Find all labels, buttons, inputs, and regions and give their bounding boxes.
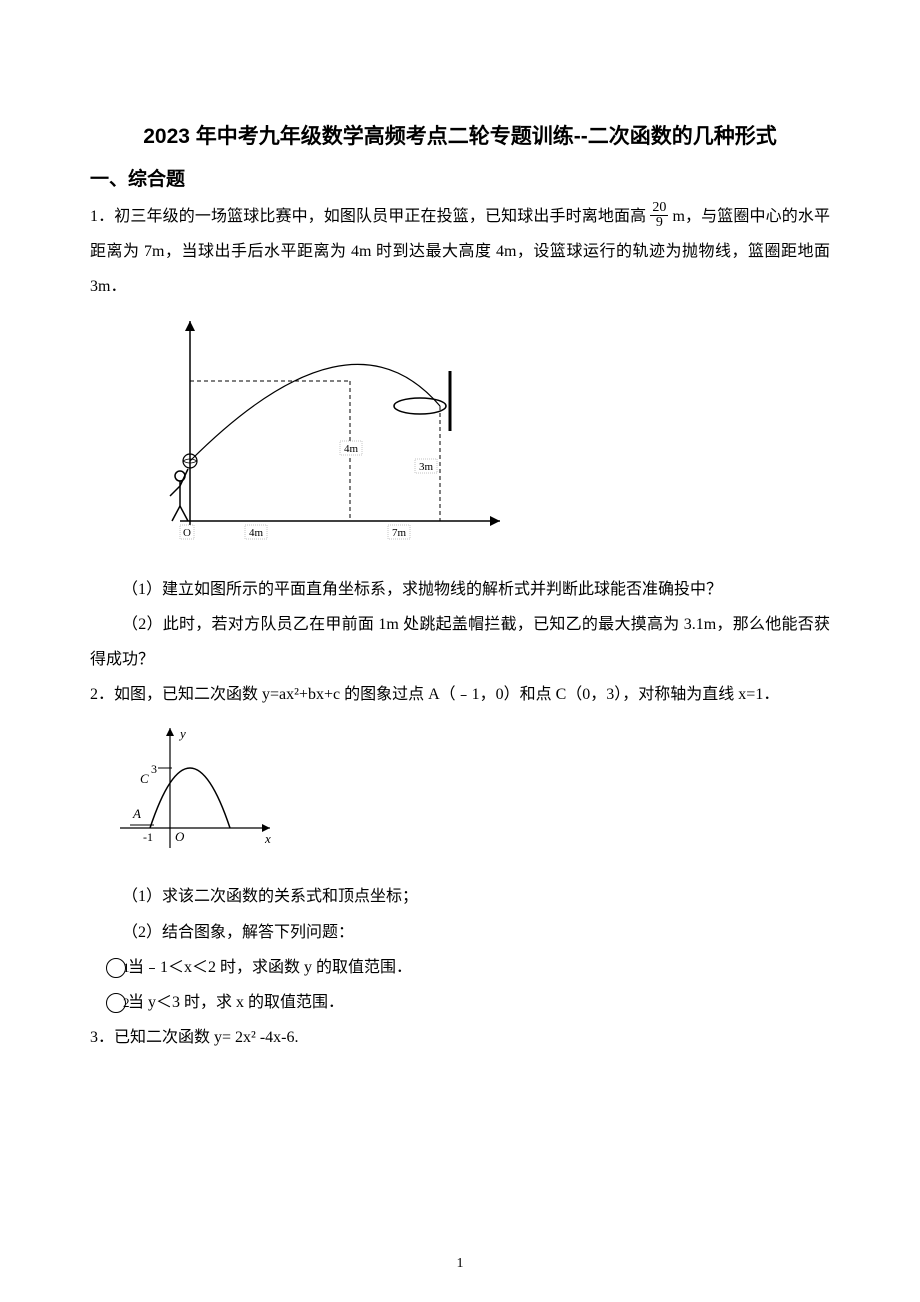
fraction-20-9: 209 — [650, 201, 668, 230]
q1-stem: 1．初三年级的一场篮球比赛中，如图队员甲正在投篮，已知球出手时离地面高 209 … — [90, 199, 830, 305]
label-3: 3 — [151, 762, 157, 776]
q2-item2-text: 当 y＜3 时，求 x 的取值范围． — [128, 994, 344, 1011]
basketball-diagram: O 4m 7m 4m 3m — [150, 311, 510, 561]
q1-sub1: （1）建立如图所示的平面直角坐标系，求抛物线的解析式并判断此球能否准确投中？ — [90, 572, 830, 607]
label-neg1: -1 — [143, 830, 153, 844]
circled-1-icon: 1 — [106, 958, 126, 978]
svg-text:4m: 4m — [344, 443, 359, 455]
q3-stem: 3．已知二次函数 y= 2x² -4x-6. — [90, 1020, 830, 1055]
page-number: 1 — [0, 1256, 920, 1272]
label-C: C — [140, 771, 149, 786]
label-O: O — [180, 525, 194, 539]
svg-text:3m: 3m — [419, 461, 434, 473]
label-3m-y: 3m — [415, 459, 437, 473]
svg-text:4m: 4m — [249, 527, 264, 539]
label-4m-y: 4m — [340, 441, 362, 455]
section-heading: 一、综合题 — [90, 164, 830, 191]
q2-sub1: （1）求该二次函数的关系式和顶点坐标； — [90, 879, 830, 914]
label-4m-x: 4m — [245, 525, 267, 539]
page: 2023 年中考九年级数学高频考点二轮专题训练--二次函数的几种形式 一、综合题… — [0, 0, 920, 1302]
q1-sub2: （2）此时，若对方队员乙在甲前面 1m 处跳起盖帽拦截，已知乙的最大摸高为 3.… — [90, 607, 830, 677]
parabola-diagram: y x O A C 3 -1 — [110, 718, 280, 868]
q1-stem-a: 1．初三年级的一场篮球比赛中，如图队员甲正在投篮，已知球出手时离地面高 — [90, 208, 650, 225]
q2-item1-text: 当﹣1＜x＜2 时，求函数 y 的取值范围． — [128, 959, 412, 976]
figure-2: y x O A C 3 -1 — [110, 718, 830, 873]
doc-title: 2023 年中考九年级数学高频考点二轮专题训练--二次函数的几种形式 — [90, 120, 830, 150]
figure-1: O 4m 7m 4m 3m — [150, 311, 830, 566]
q2-stem: 2．如图，已知二次函数 y=ax²+bx+c 的图象过点 A（﹣1，0）和点 C… — [90, 677, 830, 712]
label-7m-x: 7m — [388, 525, 410, 539]
label-y: y — [178, 726, 186, 741]
label-A: A — [132, 806, 141, 821]
circled-2-icon: 2 — [106, 993, 126, 1013]
svg-text:7m: 7m — [392, 527, 407, 539]
frac-num: 20 — [650, 201, 668, 216]
q2-item2: 2当 y＜3 时，求 x 的取值范围． — [90, 985, 830, 1020]
frac-den: 9 — [650, 216, 668, 230]
svg-text:O: O — [183, 527, 191, 539]
label-O: O — [175, 829, 185, 844]
q2-item1: 1当﹣1＜x＜2 时，求函数 y 的取值范围． — [90, 950, 830, 985]
q2-sub2: （2）结合图象，解答下列问题： — [90, 915, 830, 950]
label-x: x — [264, 831, 271, 846]
